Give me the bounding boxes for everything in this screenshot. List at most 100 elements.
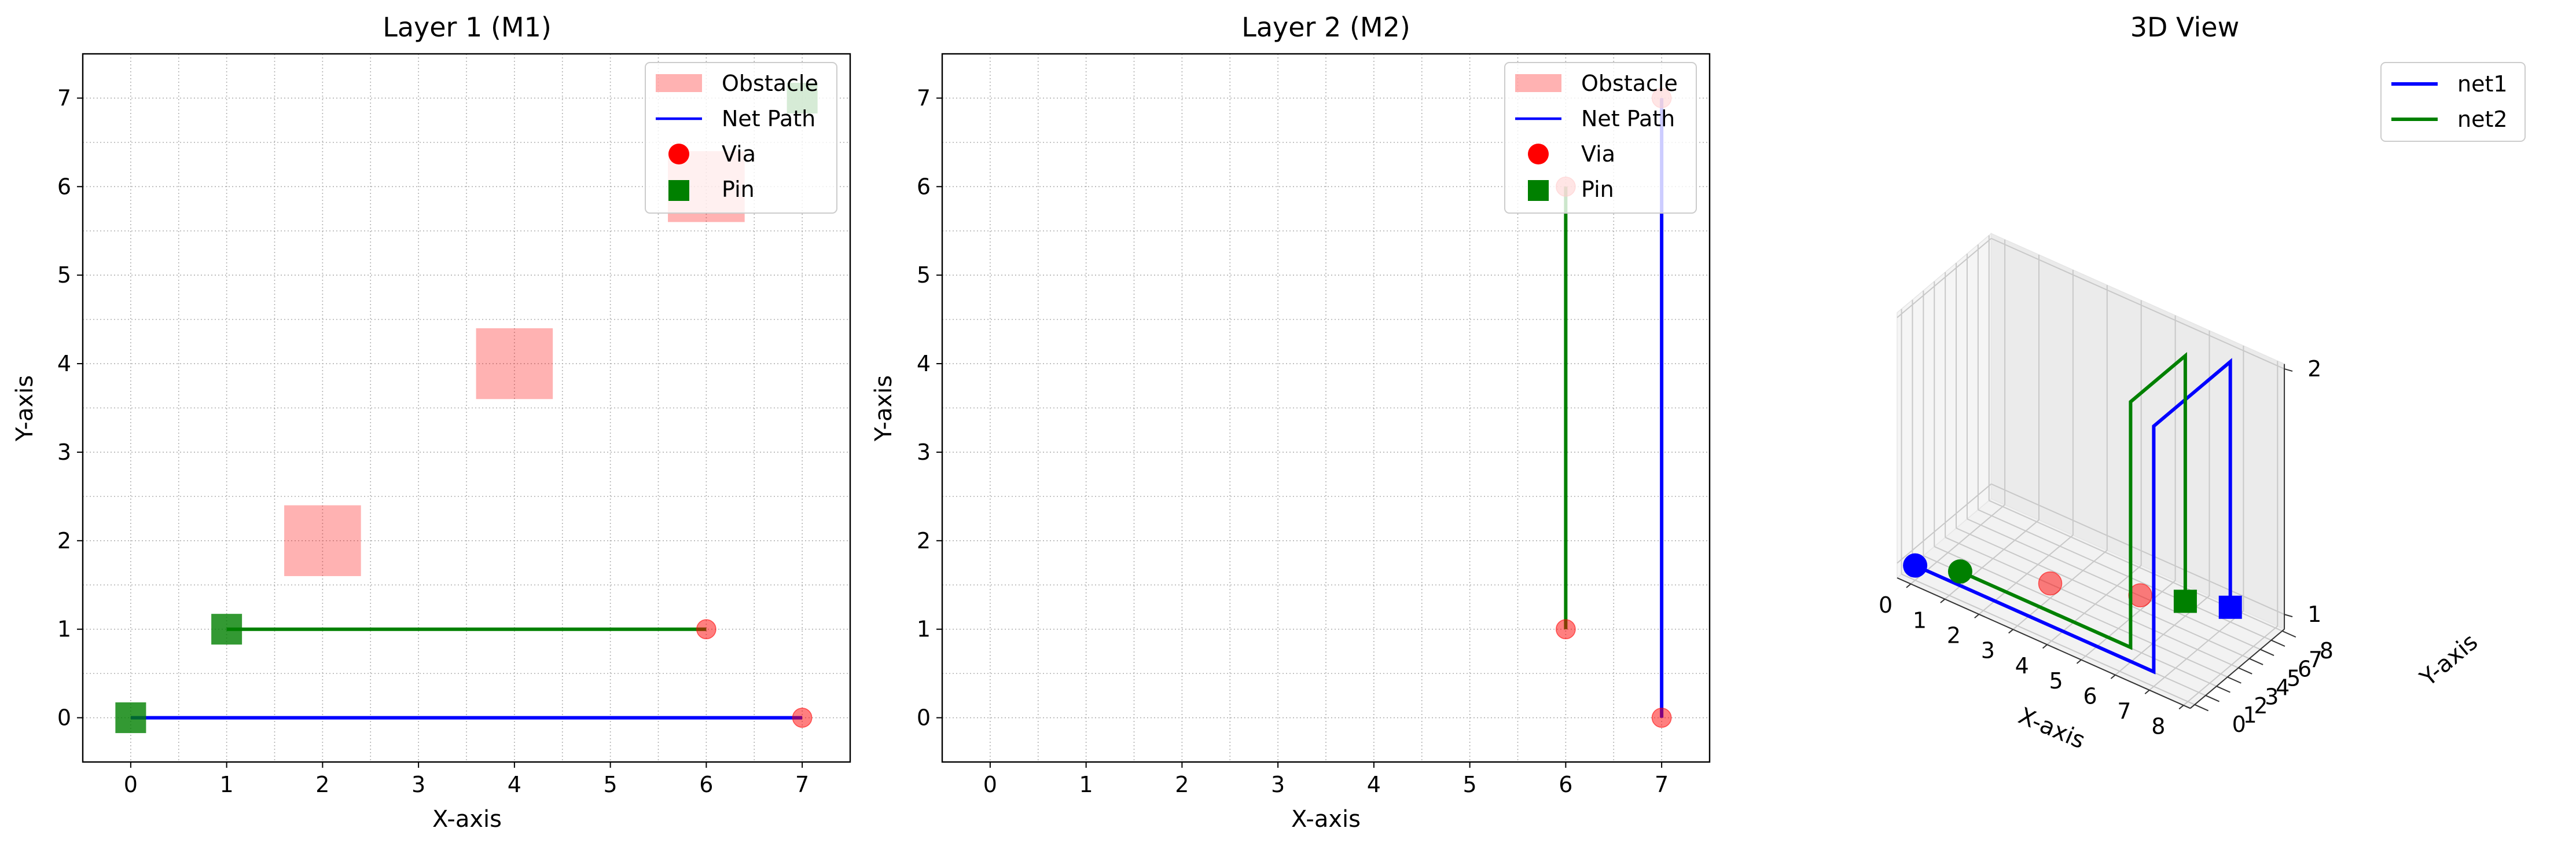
y-tick-label: 6 <box>917 174 931 199</box>
layer1-title: Layer 1 (M1) <box>383 12 552 43</box>
x-tick-label-3d: 3 <box>1981 638 1995 664</box>
x-tick-label: 3 <box>411 772 425 797</box>
legend-pin-swatch <box>668 180 689 201</box>
x-tick-label: 6 <box>1559 772 1572 797</box>
legend-label-net-path: Net Path <box>1581 106 1675 131</box>
y-tick-label-3d: 5 <box>2287 666 2301 691</box>
y-tick-label-3d: 2 <box>2254 693 2268 719</box>
x-tick-label: 4 <box>508 772 521 797</box>
grid-line-y-floor <box>1901 573 2195 705</box>
layer2-ylabel: Y-axis <box>870 375 897 442</box>
layer1-ylabel: Y-axis <box>12 375 38 442</box>
legend-label-via: Via <box>722 141 756 167</box>
x-tick-label-3d: 8 <box>2151 714 2165 739</box>
y-tick-mark-3d <box>2216 686 2230 693</box>
x-tick-label-3d: 7 <box>2117 698 2131 724</box>
end-pin-3d-net1 <box>2218 595 2242 619</box>
grid-line-z-back <box>1991 237 2285 369</box>
x-tick-label: 5 <box>1463 772 1477 797</box>
grid-line-y-floor <box>1945 537 2239 669</box>
y-tick-label: 5 <box>57 262 71 288</box>
legend-label-pin: Pin <box>722 177 755 202</box>
y-tick-mark-3d <box>2281 630 2296 638</box>
y-tick-label-3d: 1 <box>2243 702 2257 728</box>
x-tick-label-3d: 4 <box>2015 653 2029 679</box>
y-tick-label: 3 <box>57 439 71 465</box>
y-tick-label: 5 <box>917 262 931 288</box>
y-tick-mark-3d <box>2227 676 2241 684</box>
x-tick-label: 1 <box>1079 772 1093 797</box>
x-tick-label: 1 <box>220 772 234 797</box>
layer2-title: Layer 2 (M2) <box>1241 12 1410 43</box>
x-tick-mark-3d <box>2076 659 2082 664</box>
legend-via-swatch <box>668 144 689 164</box>
y-tick-label: 0 <box>917 705 931 731</box>
y-tick-label-3d: 4 <box>2276 675 2290 700</box>
layer1-xticks: 0 1 2 3 4 5 6 7 <box>124 762 809 797</box>
y-tick-label-3d: 6 <box>2298 657 2312 682</box>
legend-frame <box>645 62 837 214</box>
via-marker <box>696 619 716 640</box>
pin-marker <box>211 614 242 645</box>
y-tick-label: 4 <box>917 351 931 376</box>
y-tick-label: 2 <box>917 528 931 554</box>
legend-label-obstacle: Obstacle <box>1581 71 1678 96</box>
z-tick-mark-3d <box>2284 368 2293 372</box>
y-tick-label: 0 <box>57 705 71 731</box>
y-tick-mark-3d <box>2260 649 2274 656</box>
y-tick-label: 1 <box>57 617 71 642</box>
x-tick-mark-3d <box>2042 644 2048 649</box>
layer2-xlabel: X-axis <box>1291 806 1361 833</box>
y-tick-label-3d: 7 <box>2309 647 2323 673</box>
x-tick-mark-3d <box>2008 629 2013 634</box>
x-tick-label-3d: 0 <box>1879 592 1893 618</box>
x-tick-mark-3d <box>1940 598 1946 603</box>
legend-obstacle-swatch <box>1515 74 1561 92</box>
legend-label-via: Via <box>1581 141 1615 167</box>
x-tick-label: 3 <box>1271 772 1285 797</box>
pin-marker <box>115 702 146 734</box>
y-tick-mark-3d <box>2238 667 2252 675</box>
layer2-panel: Layer 2 (M2) 0 1 2 3 4 5 6 7 0 1 2 3 4 5 6 7 X-axis Y-… <box>870 12 1711 833</box>
via-marker-3d <box>2038 571 2063 596</box>
grid-line-z-side <box>1897 237 1992 318</box>
obstacle <box>476 328 553 400</box>
via-marker <box>792 708 813 728</box>
3d-title: 3D View <box>2130 12 2239 43</box>
net-path-3d-net1 <box>1914 358 2232 675</box>
x-tick-label: 6 <box>699 772 713 797</box>
start-pin-3d-net1 <box>1903 553 1928 578</box>
x-tick-label: 2 <box>315 772 329 797</box>
x-tick-label: 7 <box>1655 772 1669 797</box>
via-marker-3d <box>2128 583 2152 607</box>
grid-line-y-floor <box>1967 518 2261 650</box>
x-tick-label: 0 <box>124 772 138 797</box>
x-tick-label-3d: 5 <box>2049 668 2063 694</box>
end-pin-3d-net2 <box>2173 589 2197 613</box>
legend-frame <box>1504 62 1697 214</box>
z-tick-mark-3d <box>2284 614 2293 618</box>
legend-obstacle-swatch <box>656 74 702 92</box>
y-tick-mark-3d <box>2249 658 2263 665</box>
x-tick-label-3d: 2 <box>1947 622 1961 648</box>
legend-label-pin: Pin <box>1581 177 1614 202</box>
legend-label-net-path: Net Path <box>722 106 815 131</box>
grid-line-y-floor <box>1956 527 2250 660</box>
y-tick-label-3d: 0 <box>2232 712 2246 737</box>
3d-legend: net1 net2 <box>2380 62 2526 142</box>
legend-label-obstacle: Obstacle <box>722 71 818 96</box>
legend-label-net2: net2 <box>2457 107 2508 132</box>
layer2-xticks: 0 1 2 3 4 5 6 7 <box>983 762 1669 797</box>
layer1-panel: Layer 1 (M1) 0 1 2 3 4 5 6 7 0 1 2 3 4 5 6 7 X-axis Y-… <box>12 12 851 833</box>
legend-pin-swatch <box>1528 180 1549 201</box>
via-marker <box>1556 619 1576 640</box>
y-tick-label: 2 <box>57 528 71 554</box>
y-tick-label: 7 <box>917 85 931 111</box>
start-pin-3d-net2 <box>1947 559 1972 584</box>
x-tick-mark-3d <box>1906 583 1912 588</box>
x-tick-label: 4 <box>1367 772 1381 797</box>
layer1-nets <box>130 627 803 720</box>
x-tick-mark-3d <box>2110 674 2116 679</box>
